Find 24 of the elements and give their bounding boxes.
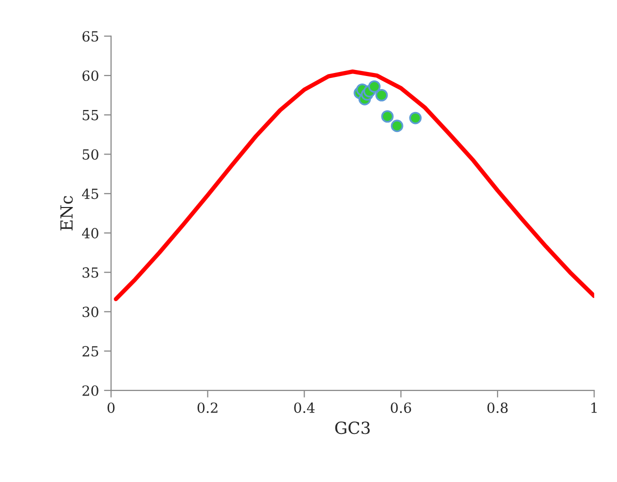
x-tick-label: 0 xyxy=(108,402,115,413)
y-tick-label: 30 xyxy=(82,306,98,318)
x-tick-label: 0.4 xyxy=(294,402,315,413)
point xyxy=(368,80,381,93)
x-tick-label: 0.6 xyxy=(390,402,412,413)
x-tick-label: 0.8 xyxy=(487,402,508,413)
x-tick-label: 0.2 xyxy=(198,402,218,413)
line-series xyxy=(114,69,594,302)
y-tick-label: 65 xyxy=(82,31,98,42)
point xyxy=(375,88,388,102)
y-tick-label: 40 xyxy=(82,228,98,238)
y-axis-title: ENc xyxy=(60,196,73,230)
y-tick-label: 50 xyxy=(82,149,98,160)
point xyxy=(390,120,404,132)
y-tick-label: 45 xyxy=(82,188,98,200)
point xyxy=(409,112,422,124)
x-tick-label: 1 xyxy=(591,402,597,413)
x-axis-title: GC3 xyxy=(335,422,370,434)
y-tick-label: 55 xyxy=(82,110,98,120)
y-tick-label: 20 xyxy=(82,385,98,396)
y-tick-label: 35 xyxy=(82,267,98,278)
y-tick-label: 25 xyxy=(82,346,98,357)
y-tick-label: 60 xyxy=(82,70,98,81)
point xyxy=(381,110,394,123)
